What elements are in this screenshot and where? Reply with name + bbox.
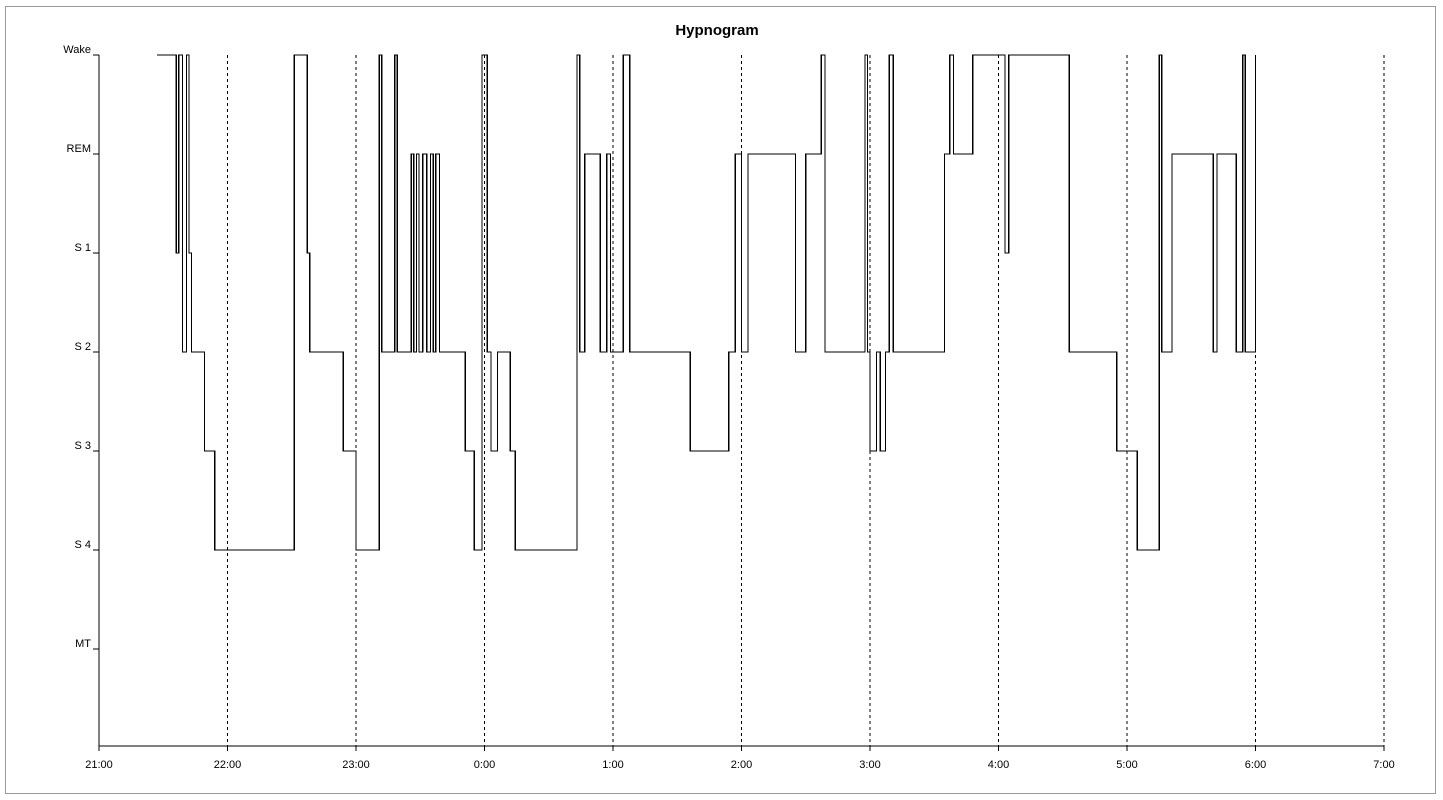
chart-frame: Hypnogram Wake REM S 1 S 2 S 3 S 4 MT 21:00 22:… [5, 6, 1436, 794]
x-tick-label: 22:00 [214, 759, 242, 771]
y-tick-label: S 1 [74, 242, 91, 254]
x-tick-label: 7:00 [1373, 759, 1394, 771]
x-tick-label: 5:00 [1116, 759, 1137, 771]
y-tick-label: REM [67, 143, 91, 155]
y-tick-label: S 3 [74, 440, 91, 452]
x-tick-label: 6:00 [1245, 759, 1266, 771]
x-tick-label: 23:00 [342, 759, 370, 771]
x-tick-label: 2:00 [731, 759, 752, 771]
x-tick-label: 21:00 [85, 759, 113, 771]
y-tick-label: S 2 [74, 341, 91, 353]
y-tick-label: MT [75, 638, 91, 650]
x-tick-label: 1:00 [602, 759, 623, 771]
hypnogram-chart: Hypnogram Wake REM S 1 S 2 S 3 S 4 MT 21:00 22:… [63, 22, 1394, 771]
hypnogram-series-line [156, 54, 1257, 551]
x-tick-label: 3:00 [859, 759, 880, 771]
y-tick-labels: Wake REM S 1 S 2 S 3 S 4 MT [63, 44, 91, 650]
y-tick-label: S 4 [74, 539, 91, 551]
x-tick-label: 4:00 [988, 759, 1009, 771]
axes [93, 54, 1385, 751]
chart-title: Hypnogram [675, 22, 758, 39]
x-tick-label: 0:00 [474, 759, 495, 771]
y-tick-label: Wake [63, 44, 91, 56]
x-tick-labels: 21:00 22:00 23:00 0:00 1:00 2:00 3:00 4:00 5:00 6… [85, 759, 1394, 771]
